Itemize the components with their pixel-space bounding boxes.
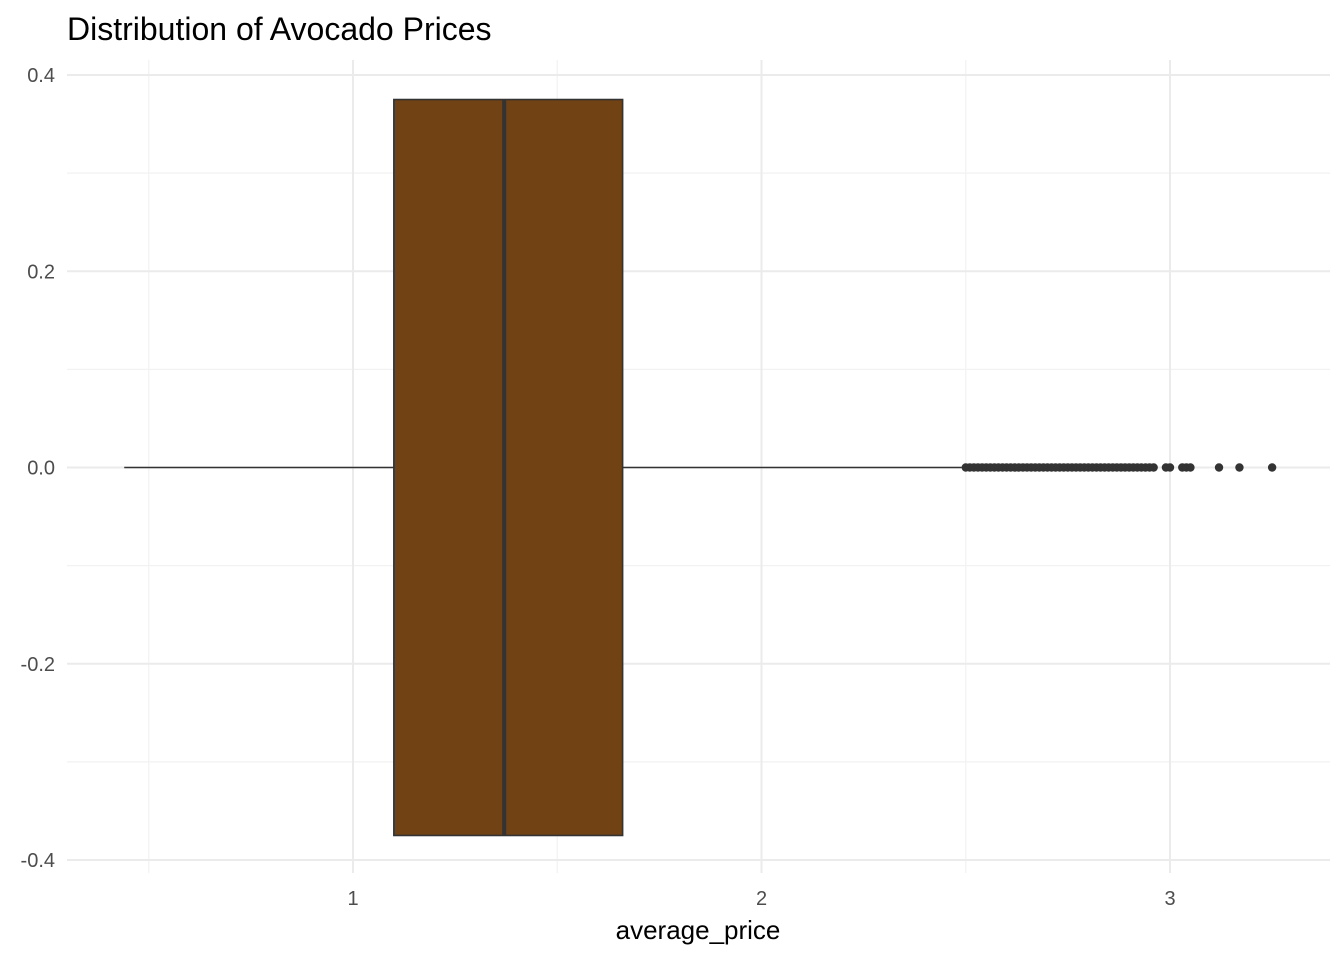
y-tick-label: 0.0 xyxy=(27,458,55,480)
x-tick-label: 3 xyxy=(1164,888,1175,910)
outliers xyxy=(961,463,1277,472)
x-tick-label: 2 xyxy=(756,888,767,910)
outlier-point xyxy=(1214,463,1224,472)
x-tick-labels: 1 2 3 xyxy=(347,888,1175,910)
outlier-point xyxy=(1186,463,1195,472)
outlier-point xyxy=(1235,463,1244,472)
y-tick-label: 0.4 xyxy=(27,65,55,87)
x-axis-title: average_price xyxy=(616,915,781,945)
outlier-point xyxy=(1149,463,1158,472)
y-tick-labels: 0.4 0.2 0.0 -0.2 -0.4 xyxy=(21,65,55,872)
y-tick-label: -0.4 xyxy=(21,850,55,872)
box-iqr xyxy=(393,98,624,837)
y-tick-label: 0.2 xyxy=(27,261,55,283)
chart-title: Distribution of Avocado Prices xyxy=(67,11,492,47)
y-tick-label: -0.2 xyxy=(21,654,55,676)
x-tick-label: 1 xyxy=(347,888,358,910)
outlier-point xyxy=(1267,463,1277,472)
box xyxy=(393,98,624,837)
outlier-point xyxy=(1165,463,1175,472)
